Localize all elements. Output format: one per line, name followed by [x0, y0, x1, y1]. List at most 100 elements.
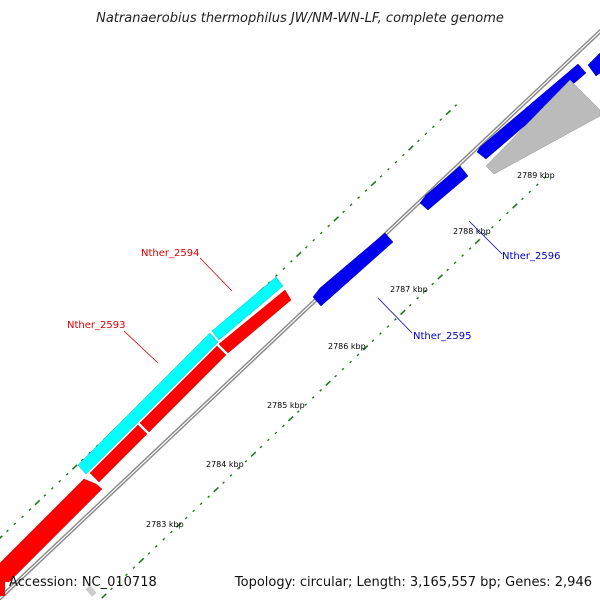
scale-tick-mark: [394, 160, 398, 164]
gene-arrow-nther-2593-red-a[interactable]: [0, 478, 103, 583]
scale-tick-mark: [117, 580, 121, 584]
gene-label-nther-2593[interactable]: Nther_2593: [67, 320, 125, 331]
scale-tick-mark: [357, 196, 360, 200]
tick-label-2784: 2784 kbp: [206, 460, 244, 469]
scale-tick-mark: [28, 508, 32, 512]
scale-tick-mark: [543, 176, 547, 179]
scale-tick-mark: [379, 175, 383, 178]
scale-tick-mark: [341, 367, 345, 371]
scale-tick-mark: [342, 210, 345, 214]
tick-label-2789: 2789 kbp: [517, 171, 555, 180]
gene-cyan-b[interactable]: [211, 276, 284, 341]
scale-tick-mark: [101, 593, 107, 599]
scale-tick-mark: [528, 190, 532, 194]
scale-tick-mark: [454, 104, 458, 107]
scale-tick-mark: [446, 268, 449, 272]
scale-tick-mark: [416, 296, 420, 300]
scale-tick-mark: [222, 481, 225, 484]
gene-arrow-blue-d[interactable]: [587, 52, 600, 77]
scale-tick-mark: [147, 552, 151, 555]
tick-label-2785: 2785 kbp: [267, 401, 305, 410]
scale-tick-mark: [453, 261, 457, 265]
scale-tick-mark: [6, 529, 9, 533]
scale-tick-mark: [199, 502, 203, 506]
gene-arrow-red-c[interactable]: [218, 289, 292, 354]
reverse-strand-genes: [312, 52, 600, 307]
genome-backbone: [0, 28, 600, 600]
scale-tick-mark: [138, 557, 145, 564]
gene-arrow-gray[interactable]: [485, 79, 600, 175]
gene-arrow-blue-c[interactable]: [476, 63, 587, 160]
scale-tick-mark: [274, 431, 278, 435]
scale-tick-mark: [356, 353, 360, 357]
scale-tick-mark: [387, 167, 390, 171]
tick-label-2786: 2786 kbp: [328, 342, 366, 351]
scale-tick-mark: [535, 183, 539, 187]
scale-tick-mark: [282, 267, 286, 270]
scale-tick-mark: [311, 396, 315, 399]
scale-tick-mark: [333, 216, 340, 222]
scale-tick-mark: [362, 345, 369, 351]
gene-arrow-nther-2595-blue[interactable]: [312, 232, 394, 307]
gene-label-nther-2594[interactable]: Nther_2594: [141, 248, 199, 259]
scale-tick-mark: [431, 125, 435, 129]
scale-tick-mark: [169, 530, 173, 534]
scale-tick-mark: [312, 238, 316, 242]
scale-tick-mark: [0, 535, 3, 540]
gene-arrow-nther-2593-red-b[interactable]: [89, 424, 148, 483]
scale-tick-mark: [439, 118, 443, 121]
scale-tick-mark: [71, 464, 78, 470]
scale-tick-mark: [125, 573, 128, 577]
partial-gene-gray: [85, 585, 97, 597]
scale-tick-mark: [244, 459, 248, 463]
scale-tick-mark: [394, 318, 397, 321]
scale-tick-mark: [65, 472, 69, 476]
scale-tick-mark: [132, 566, 136, 570]
scale-tick-mark: [154, 544, 158, 548]
scale-tick-mark: [506, 211, 509, 215]
scale-tick-mark: [162, 537, 166, 541]
scale-tick-mark: [275, 274, 278, 278]
scale-tick-mark: [325, 380, 331, 387]
scale-tick-mark: [370, 180, 377, 187]
scale-tick-mark: [319, 389, 322, 392]
tick-label-2788: 2788 kbp: [453, 227, 491, 236]
scale-tick-mark: [445, 109, 452, 116]
scale-tick-mark: [498, 218, 502, 222]
scale-tick-mark: [437, 274, 444, 280]
scale-tick-mark: [468, 247, 472, 250]
scale-tick-mark: [13, 522, 17, 526]
gene-arrow-nther-2596-blue[interactable]: [419, 165, 469, 211]
scale-tick-mark: [290, 260, 293, 263]
scale-tick-mark: [364, 189, 368, 192]
scale-tick-mark: [349, 203, 353, 207]
scale-tick-mark: [386, 325, 390, 328]
accession-text: Accession: NC_010718: [9, 575, 157, 590]
scale-tick-mark: [423, 289, 427, 293]
scale-tick-mark: [175, 522, 182, 528]
scale-tick-mark: [402, 153, 405, 157]
gene-arrow-nther-2594-red[interactable]: [139, 345, 227, 433]
scale-tick-mark: [50, 486, 54, 490]
scale-tick-mark: [431, 282, 435, 286]
scale-tick-mark: [58, 479, 62, 483]
scale-tick-mark: [34, 499, 41, 506]
gene-cyan-a[interactable]: [77, 332, 219, 475]
gene-label-nther-2596[interactable]: Nther_2596: [502, 251, 560, 262]
scale-tick-mark: [80, 458, 84, 462]
gene-label-nther-2595[interactable]: Nther_2595: [413, 331, 471, 342]
gene-label-leaders: [123, 220, 503, 364]
scale-tick-mark: [296, 410, 300, 413]
scale-tick-mark: [424, 132, 428, 136]
scale-tick-mark: [259, 445, 263, 449]
scale-tick-mark: [474, 238, 481, 245]
map-title: Natranaerobius thermophilus JW/NM-WN-LF,…: [96, 11, 504, 26]
scale-tick-mark: [512, 203, 518, 209]
scale-tick-mark: [408, 145, 414, 151]
scale-tick-mark: [483, 233, 487, 236]
scale-tick-mark: [408, 303, 412, 307]
scale-tick-mark: [237, 467, 240, 470]
scale-tick-mark: [213, 486, 219, 493]
scale-tick-mark: [319, 231, 323, 235]
